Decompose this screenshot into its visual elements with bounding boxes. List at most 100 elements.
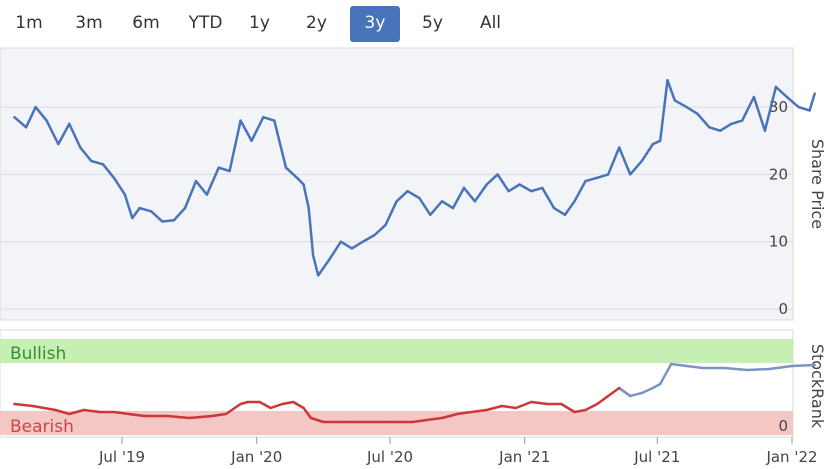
bullish-label: Bullish — [10, 344, 66, 364]
price-panel: 0 10 20 30 Share Price — [0, 47, 827, 321]
price-point — [172, 219, 176, 222]
price-point — [311, 254, 315, 257]
price-point — [406, 190, 409, 193]
x-tick-label-jul-20: Jul '20 — [366, 448, 413, 466]
price-point — [685, 105, 688, 109]
price-point — [507, 190, 510, 193]
price-point — [194, 179, 198, 183]
price-point — [640, 159, 644, 163]
stockrank-point — [813, 363, 816, 367]
price-point — [808, 109, 811, 112]
range-button-all[interactable]: All — [479, 13, 502, 33]
price-point — [284, 166, 288, 169]
range-button-2y[interactable]: 2y — [306, 13, 327, 33]
stockrank-point — [281, 402, 284, 406]
price-point — [161, 220, 164, 223]
price-point — [262, 116, 265, 119]
price-point — [339, 240, 343, 243]
price-point — [90, 159, 93, 163]
bearish-label: Bearish — [10, 417, 74, 437]
x-tick-label-jan-21: Jan '21 — [498, 448, 550, 466]
stockrank-point — [573, 410, 576, 414]
rank-tick-label-0: 0 — [778, 417, 788, 435]
stockrank-point — [629, 394, 632, 398]
price-point — [541, 186, 544, 190]
stockrank-point — [701, 366, 704, 370]
price-point — [418, 196, 421, 200]
price-point — [618, 146, 621, 149]
range-selector: 1m 3m 6m YTD 1y 2y 3y 5y All — [0, 6, 827, 42]
stockrank-point — [607, 394, 610, 398]
price-point — [629, 173, 632, 176]
stockrank-point — [596, 402, 599, 406]
range-button-1y[interactable]: 1y — [249, 13, 270, 33]
price-point — [440, 200, 444, 203]
x-tick-label-jul-21: Jul '21 — [633, 448, 680, 466]
range-button-3m[interactable]: 3m — [75, 13, 103, 33]
price-point — [302, 183, 305, 186]
stockrank-point — [500, 404, 504, 408]
stockrank-point — [224, 412, 228, 416]
bullish-zone — [0, 339, 793, 363]
range-button-6m[interactable]: 6m — [132, 13, 160, 33]
price-point — [462, 186, 466, 190]
price-point — [530, 190, 533, 193]
x-tick-label-jan-22: Jan '22 — [765, 448, 817, 466]
price-point — [328, 257, 332, 260]
stockrank-point — [13, 402, 16, 406]
stockrank-point — [246, 400, 250, 404]
price-point — [45, 119, 48, 122]
stockrank-point — [366, 420, 370, 424]
stockrank-line-bearish — [14, 386, 631, 424]
stockrank-point — [485, 408, 488, 412]
stockrank-point — [302, 406, 305, 410]
stockrank-point — [344, 420, 347, 424]
price-point — [79, 146, 82, 149]
stockrank-point — [54, 408, 57, 412]
price-point — [673, 99, 676, 102]
price-point — [112, 176, 116, 179]
stockrank-point — [790, 364, 794, 368]
price-point — [752, 95, 756, 99]
price-point — [34, 105, 37, 109]
price-point — [763, 129, 767, 132]
stockrank-point — [723, 366, 726, 370]
stockrank-point — [584, 408, 587, 412]
price-point — [373, 233, 376, 237]
price-point — [719, 129, 722, 132]
price-point — [228, 169, 231, 173]
range-button-5y[interactable]: 5y — [422, 13, 443, 33]
price-point — [429, 213, 432, 216]
price-point — [317, 274, 320, 277]
price-point — [451, 206, 455, 210]
price-tick-label-20: 20 — [769, 165, 788, 183]
range-button-ytd[interactable]: YTD — [188, 13, 223, 33]
stockrank-panel: Bullish Bearish 0 StockRank — [0, 329, 827, 438]
stockrank-point — [31, 404, 34, 408]
stockrank-point — [411, 420, 414, 424]
stockrank-point — [651, 386, 655, 390]
price-point — [473, 200, 477, 203]
price-point — [659, 139, 662, 142]
x-axis: Jul '19 Jan '20 Jul '20 Jan '21 Jul '21 Jan '… — [98, 437, 818, 466]
price-point — [813, 92, 816, 95]
price-point — [518, 183, 521, 186]
stockrank-point — [98, 410, 102, 414]
stockrank-point — [640, 391, 644, 395]
price-point — [496, 173, 499, 176]
price-point — [350, 247, 354, 250]
range-button-1m[interactable]: 1m — [15, 13, 43, 33]
price-point — [273, 119, 276, 122]
stockrank-point — [68, 412, 71, 416]
price-point — [361, 240, 365, 243]
price-tick-label-30: 30 — [769, 98, 788, 116]
stockrank-point — [269, 406, 272, 410]
range-button-3y[interactable]: 3y — [350, 6, 400, 42]
price-point — [607, 173, 610, 176]
price-point — [307, 206, 310, 210]
stockrank-point — [188, 416, 191, 420]
stockrank-point — [309, 416, 313, 420]
price-point — [730, 122, 733, 126]
stockrank-point — [659, 382, 662, 386]
